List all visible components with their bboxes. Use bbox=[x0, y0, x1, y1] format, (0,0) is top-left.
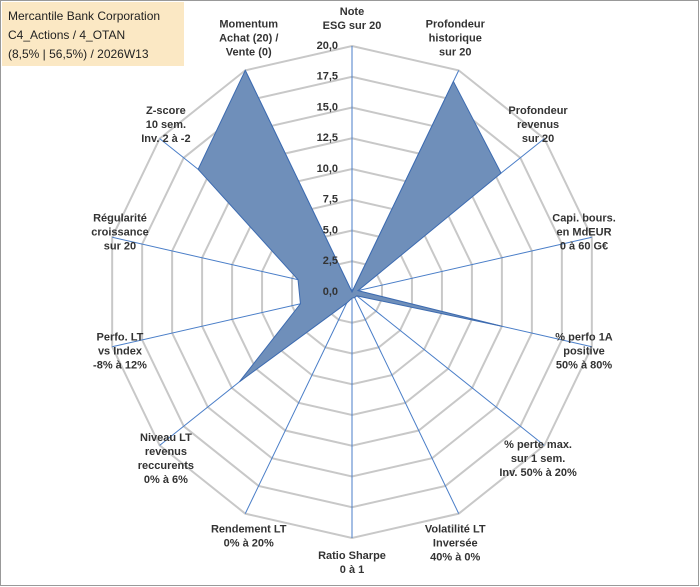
axis-label: Inv. 50% à 20% bbox=[499, 467, 577, 479]
title-box bbox=[2, 2, 184, 66]
axis-label: 0% à 6% bbox=[144, 474, 188, 486]
axis-label: sur 20 bbox=[439, 46, 471, 58]
spoke bbox=[244, 291, 353, 514]
title-line: Mercantile Bank Corporation bbox=[8, 9, 160, 23]
axis-label: Ratio Sharpe bbox=[318, 550, 386, 562]
axis-label: Vente (0) bbox=[226, 46, 272, 58]
axis-label: -8% à 12% bbox=[93, 360, 147, 372]
axis-label: revenus bbox=[517, 119, 559, 131]
axis-label: Niveau LT bbox=[140, 432, 192, 444]
title-line: (8,5% | 56,5%) / 2026W13 bbox=[8, 47, 149, 61]
axis-label: Note bbox=[340, 6, 364, 18]
y-tick-label: 0,0 bbox=[323, 286, 338, 298]
y-tick-label: 2,5 bbox=[323, 255, 338, 267]
axis-label: Profondeur bbox=[508, 105, 568, 117]
axis-label: sur 1 sem. bbox=[511, 453, 565, 465]
axis-label: croissance bbox=[91, 226, 148, 238]
spoke bbox=[351, 291, 460, 514]
axis-label: 0 à 60 G€ bbox=[560, 240, 608, 252]
y-tick-label: 12,5 bbox=[317, 132, 338, 144]
axis-label: Rendement LT bbox=[211, 523, 287, 535]
y-tick-label: 20,0 bbox=[317, 40, 338, 52]
axis-label: Capi. bours. bbox=[552, 212, 616, 224]
axis-label: Inversée bbox=[433, 537, 478, 549]
y-tick-label: 5,0 bbox=[323, 224, 338, 236]
axis-label: sur 20 bbox=[522, 133, 554, 145]
axis-label: Inv. 2 à -2 bbox=[141, 133, 190, 145]
axis-label: 40% à 0% bbox=[430, 551, 480, 563]
axis-label: reccurents bbox=[138, 460, 194, 472]
axis-label: ESG sur 20 bbox=[323, 20, 382, 32]
title: Mercantile Bank Corporation C4_Actions /… bbox=[8, 9, 160, 61]
axis-label: 50% à 80% bbox=[556, 360, 612, 372]
axis-label: en MdEUR bbox=[557, 226, 612, 238]
y-tick-label: 15,0 bbox=[317, 101, 338, 113]
axis-label: vs Index bbox=[98, 346, 143, 358]
axis-label: Achat (20) / bbox=[219, 32, 278, 44]
axis-label: sur 20 bbox=[104, 240, 136, 252]
axis-label: Z-score bbox=[146, 105, 186, 117]
axis-label: 0% à 20% bbox=[224, 537, 274, 549]
radar-area bbox=[197, 69, 503, 383]
axis-label: 0 à 1 bbox=[340, 564, 364, 576]
axis-label: % perte max. bbox=[504, 439, 572, 451]
axis-label: positive bbox=[563, 346, 605, 358]
axis-label: Profondeur bbox=[426, 18, 486, 30]
axis-label: Perfo. LT bbox=[97, 332, 144, 344]
spoke bbox=[351, 291, 545, 446]
axis-label: Volatilité LT bbox=[425, 523, 486, 535]
axis-label: Momentum bbox=[219, 18, 278, 30]
axis-label: Régularité bbox=[93, 212, 147, 224]
y-tick-label: 7,5 bbox=[323, 194, 338, 206]
title-line: C4_Actions / 4_OTAN bbox=[8, 28, 125, 42]
axis-label: % perfo 1A bbox=[555, 332, 613, 344]
axis-label: 10 sem. bbox=[146, 119, 186, 131]
axis-label: historique bbox=[429, 32, 482, 44]
y-tick-label: 17,5 bbox=[317, 71, 338, 83]
spoke bbox=[351, 236, 592, 293]
axis-label: revenus bbox=[145, 446, 187, 458]
y-tick-label: 10,0 bbox=[317, 163, 338, 175]
